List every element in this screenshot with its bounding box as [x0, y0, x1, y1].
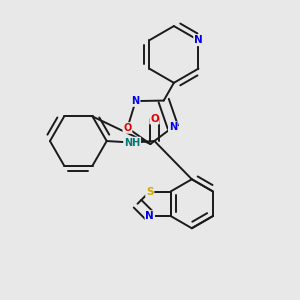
- Text: N: N: [169, 122, 177, 132]
- Text: N: N: [194, 35, 203, 45]
- Text: S: S: [146, 187, 154, 196]
- Text: NH: NH: [124, 137, 140, 148]
- Text: N: N: [146, 211, 154, 221]
- Text: N: N: [132, 96, 140, 106]
- Text: O: O: [123, 123, 131, 133]
- Text: O: O: [150, 114, 159, 124]
